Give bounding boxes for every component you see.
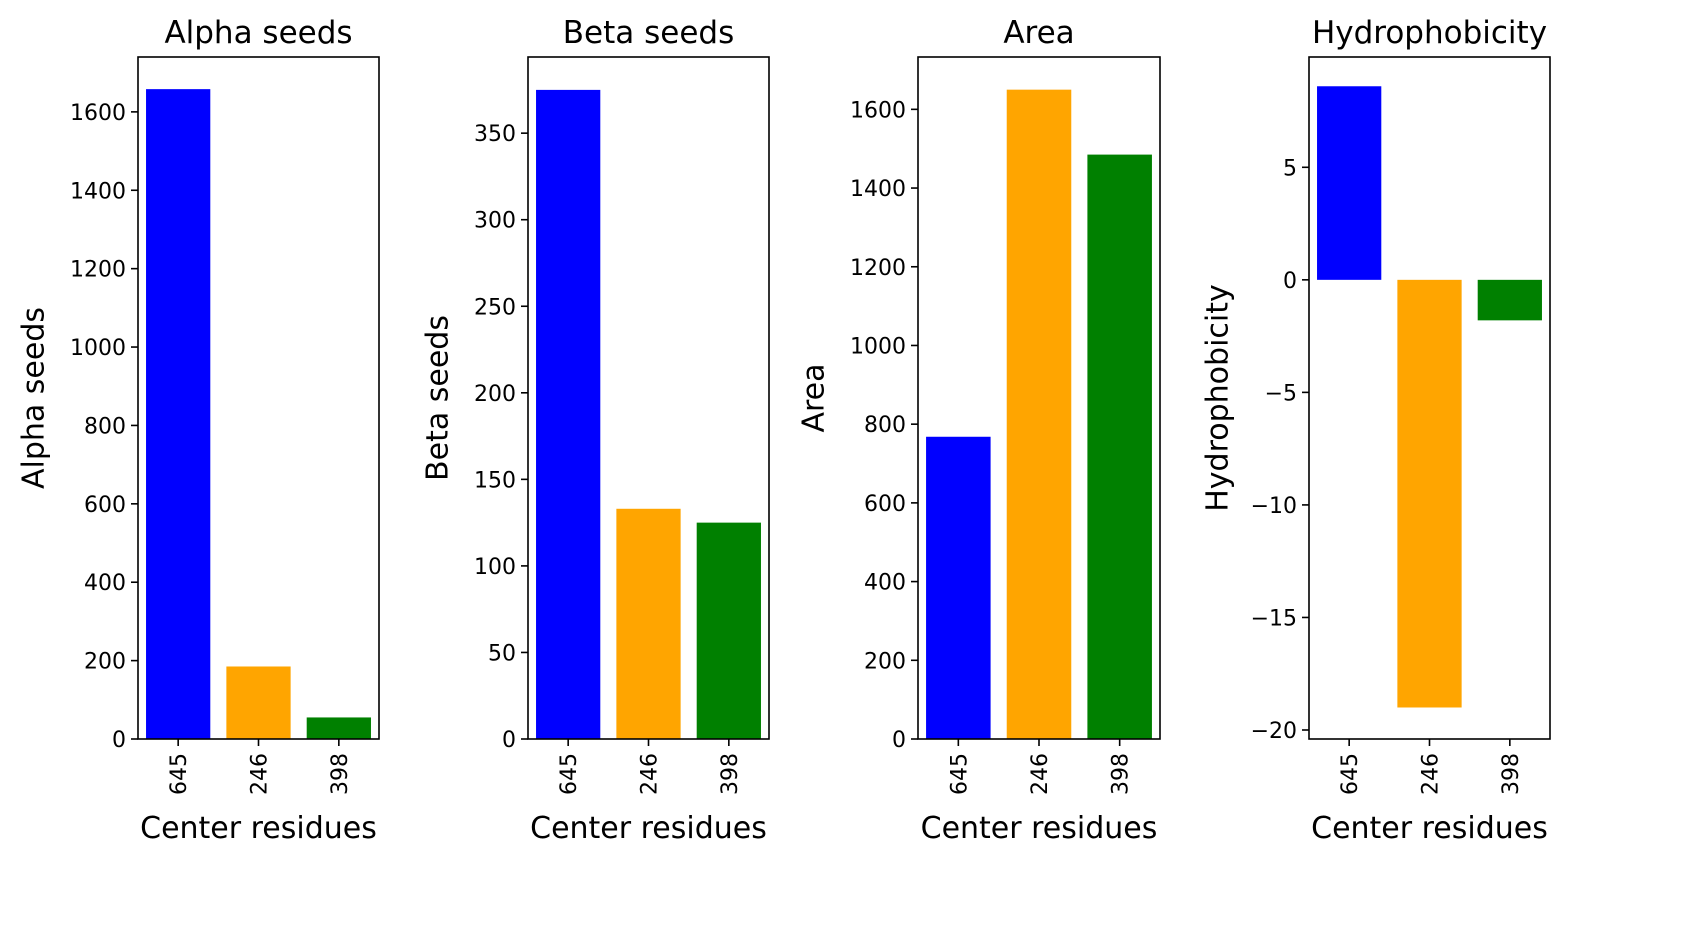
x-tick-label: 398 (1109, 753, 1134, 795)
x-axis-label: Center residues (530, 811, 767, 846)
bar-246 (1006, 89, 1072, 740)
y-axis-label: Alpha seeds (17, 307, 52, 489)
bar-645 (146, 89, 211, 739)
y-tick-label: 1200 (850, 256, 906, 281)
x-tick-label: 246 (1028, 753, 1053, 795)
y-tick-label: 600 (84, 493, 126, 518)
panel-3: 0 200 400 600 800 1000 1200 1400 1600 645 246 398 Ar… (797, 15, 1161, 846)
x-tick-label: 645 (947, 753, 972, 795)
y-tick-label: 1400 (70, 179, 126, 204)
y-axis-label: Area (797, 363, 832, 432)
x-tick-label: 645 (167, 753, 192, 795)
x-tick-label: 398 (718, 753, 743, 795)
x-tick-label: 645 (1338, 753, 1363, 795)
y-tick-label: 5 (1283, 156, 1297, 181)
y-tick-label: −20 (1251, 719, 1297, 744)
y-tick-label: 400 (864, 571, 906, 596)
x-tick-label: 398 (328, 753, 353, 795)
bar-645 (926, 436, 991, 739)
y-axis-label: Hydrophobicity (1201, 284, 1236, 512)
y-tick-label: 50 (488, 641, 516, 666)
y-tick-label: 800 (864, 413, 906, 438)
y-tick-label: 1000 (70, 336, 126, 361)
x-tick-label: 645 (557, 753, 582, 795)
bar-398 (696, 522, 761, 739)
y-tick-label: 200 (84, 650, 126, 675)
x-tick-label: 398 (1499, 753, 1524, 795)
y-tick-label: 0 (892, 728, 906, 753)
bar-398 (1477, 279, 1542, 321)
y-tick-label: 800 (84, 414, 126, 439)
bar-645 (536, 89, 601, 740)
bar-246 (226, 666, 291, 739)
panel-title: Beta seeds (563, 15, 734, 51)
y-tick-label: 350 (474, 122, 516, 147)
y-axis-label: Beta seeds (421, 315, 456, 481)
panel-1: 0 200 400 600 800 1000 1200 1400 1600 645 246 398 Al… (17, 15, 380, 846)
y-tick-label: 1000 (850, 334, 906, 359)
bar-645 (1317, 86, 1382, 280)
bar-246 (616, 508, 681, 739)
y-tick-label: 200 (864, 649, 906, 674)
bar-398 (1087, 154, 1152, 739)
x-tick-label: 246 (248, 753, 273, 795)
y-tick-label: 0 (502, 728, 516, 753)
x-tick-label: 246 (638, 753, 663, 795)
panel-4: −20 −15 −10 −5 0 5 645 246 398 Hydrophobicity Cent… (1201, 15, 1551, 846)
bar-246 (1397, 279, 1462, 708)
panel-title: Alpha seeds (164, 15, 352, 51)
y-tick-label: 200 (474, 382, 516, 407)
y-tick-label: 1600 (70, 101, 126, 126)
panel-title: Area (1003, 15, 1074, 51)
y-tick-label: −10 (1251, 494, 1297, 519)
y-tick-label: 0 (1283, 269, 1297, 294)
y-tick-label: 100 (474, 555, 516, 580)
x-axis-label: Center residues (1311, 811, 1548, 846)
panel-title: Hydrophobicity (1312, 15, 1547, 51)
x-axis-label: Center residues (140, 811, 377, 846)
y-tick-label: 150 (474, 468, 516, 493)
y-tick-label: −15 (1251, 606, 1297, 631)
y-tick-label: 400 (84, 571, 126, 596)
bar-398 (306, 717, 371, 739)
y-tick-label: 600 (864, 492, 906, 517)
panel-2: 0 50 100 150 200 250 300 350 645 246 398 Beta seeds… (421, 15, 770, 846)
y-tick-label: 300 (474, 209, 516, 234)
y-tick-label: 1400 (850, 177, 906, 202)
x-tick-label: 246 (1419, 753, 1444, 795)
x-axis-label: Center residues (921, 811, 1158, 846)
y-tick-label: 1200 (70, 258, 126, 283)
y-tick-label: 1600 (850, 98, 906, 123)
y-tick-label: 250 (474, 295, 516, 320)
y-tick-label: −5 (1265, 381, 1297, 406)
y-tick-label: 0 (112, 728, 126, 753)
